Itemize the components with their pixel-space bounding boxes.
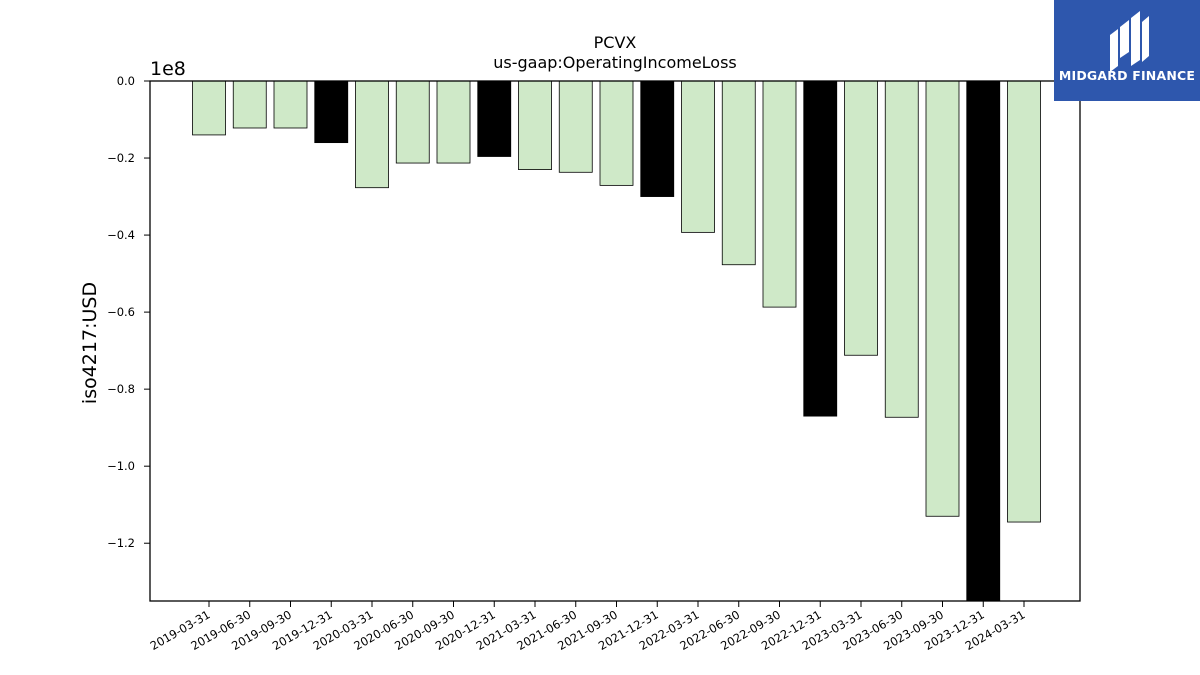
chart-subtitle: us-gaap:OperatingIncomeLoss	[493, 53, 737, 72]
bar-2024-03-31	[1007, 80, 1041, 523]
y-tick-label: −0.6	[107, 305, 135, 319]
y-tick-label: −1.2	[107, 536, 135, 550]
bar-2021-03-31	[518, 80, 552, 170]
bar-2021-06-30	[558, 80, 593, 173]
bar-2020-03-31	[355, 80, 389, 189]
bar-2019-03-31	[192, 80, 226, 136]
y-tick-label: −0.8	[107, 382, 135, 396]
bar-2019-06-30	[232, 80, 267, 129]
bar-2023-06-30	[884, 80, 919, 418]
bar-2022-09-30	[762, 80, 797, 308]
bar-2021-09-30	[599, 80, 634, 186]
bar-2021-12-31	[640, 80, 675, 197]
bar-2023-09-30	[925, 80, 960, 517]
plot-frame	[149, 80, 1081, 602]
y-scale-label: 1e8	[150, 58, 186, 80]
x-axis-ticks: 2019-03-312019-06-302019-09-302019-12-31…	[148, 601, 1028, 653]
brand-logo: MIDGARD FINANCE	[1054, 0, 1200, 101]
bar-2022-03-31	[681, 80, 715, 233]
brand-name: MIDGARD FINANCE	[1058, 68, 1196, 83]
y-tick-label: 0.0	[117, 74, 135, 88]
bar-2019-12-31	[314, 80, 349, 144]
bar-2020-09-30	[436, 80, 471, 164]
chart-title: PCVX	[594, 33, 637, 52]
y-tick-label: −0.2	[107, 151, 135, 165]
bar-2023-12-31	[966, 80, 1001, 602]
bar-2019-09-30	[273, 80, 308, 129]
y-axis-ticks: 0.0 −0.2 −0.4 −0.6 −0.8 −1.0 −1.2	[107, 74, 150, 550]
bar-2020-12-31	[477, 80, 512, 157]
bar-2023-03-31	[844, 80, 878, 356]
y-tick-label: −0.4	[107, 228, 135, 242]
bars	[192, 80, 1041, 602]
bar-2022-12-31	[803, 80, 838, 417]
midgard-m-logo-icon	[1110, 11, 1149, 72]
bar-2020-06-30	[395, 80, 430, 164]
bar-2022-06-30	[721, 80, 756, 266]
y-tick-label: −1.0	[107, 459, 135, 473]
y-axis-label: iso4217:USD	[79, 282, 101, 404]
